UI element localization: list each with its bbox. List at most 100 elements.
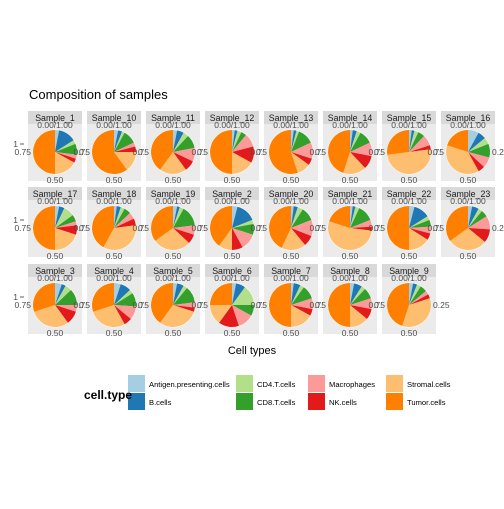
- pie-slice: [114, 152, 136, 170]
- angle-tick-label: 0.00/1.00: [214, 196, 250, 206]
- pie-slice: [468, 216, 491, 230]
- strip-background: [146, 264, 200, 277]
- strip-background: [28, 264, 82, 277]
- angle-tick-label: 0.00/1.00: [391, 120, 427, 130]
- legend-title: cell.type: [84, 388, 133, 402]
- pie-slice: [291, 287, 312, 305]
- pie-slice: [232, 132, 247, 152]
- pie-slice: [445, 206, 468, 241]
- pie-slice: [232, 223, 254, 235]
- facet-panel: Sample_140.00/1.000.250.500.75: [309, 111, 391, 185]
- strip-background: [441, 187, 495, 200]
- angle-tick-label: 0.00/1.00: [332, 120, 368, 130]
- pie-slice: [55, 130, 60, 152]
- strip-label: Sample_5: [153, 266, 193, 276]
- pie-slice: [350, 131, 361, 152]
- pie-slice: [160, 305, 194, 327]
- angle-tick-label: 0.00/1.00: [332, 273, 368, 283]
- strip-label: Sample_19: [151, 189, 196, 199]
- pie-slice: [232, 283, 237, 305]
- pie-slice: [468, 152, 485, 172]
- pie-slice: [409, 228, 431, 240]
- pie-slice: [291, 152, 312, 165]
- strip-label: Sample_20: [269, 189, 314, 199]
- angle-tick-label: 0.00/1.00: [273, 273, 309, 283]
- pie-slice: [160, 152, 186, 175]
- angle-tick-label: 0.00/1.00: [37, 196, 73, 206]
- pie-slice: [33, 130, 55, 174]
- pie-slice: [173, 135, 195, 152]
- legend-label: Antigen.presenting.cells: [149, 380, 230, 389]
- pie-slice: [350, 132, 370, 152]
- pie-slice: [409, 294, 430, 305]
- pie-slice: [232, 283, 245, 305]
- pie-slice: [232, 130, 238, 152]
- pie-slice: [210, 305, 232, 323]
- pie-slice: [92, 130, 127, 174]
- angle-tick-label: 0.50: [165, 328, 182, 338]
- pie-slice: [343, 152, 366, 174]
- legend-label: Tumor.cells: [407, 398, 446, 407]
- pie-slice: [468, 143, 491, 158]
- pie-slice: [232, 129, 235, 152]
- pie-slice: [114, 305, 136, 320]
- pie-slice: [291, 205, 294, 228]
- pie-slice: [55, 284, 66, 305]
- pie-slice: [33, 206, 55, 250]
- strip-label: Sample_6: [212, 266, 252, 276]
- pie-slice: [232, 305, 254, 316]
- facet-panel: Sample_100.00/1.000.250.500.75: [73, 111, 155, 185]
- pie-slice: [291, 152, 309, 173]
- pie-slice: [55, 152, 76, 163]
- pie-slice: [219, 305, 239, 327]
- pie-slice: [173, 283, 184, 305]
- legend-label: CD8.T.cells: [257, 398, 296, 407]
- pie-slice: [173, 228, 194, 244]
- pie-slice: [114, 283, 121, 305]
- angle-tick-label: 0.75: [73, 223, 90, 233]
- pie-slice: [269, 283, 291, 327]
- strip-background: [323, 187, 377, 200]
- pie-slice: [55, 208, 73, 228]
- pie-slice: [409, 205, 415, 228]
- facet-panel: Sample_50.00/1.000.250.500.75: [132, 264, 214, 338]
- legend-swatch: [308, 375, 325, 392]
- pie-slice: [232, 130, 242, 152]
- strip-background: [382, 187, 436, 200]
- pie-slice: [173, 285, 188, 305]
- pie-slice: [350, 142, 373, 157]
- angle-tick-label: 0.00/1.00: [155, 120, 191, 130]
- pie-slice: [55, 130, 74, 152]
- angle-tick-label: 0.75: [309, 300, 326, 310]
- pie-slice: [114, 131, 125, 152]
- pie-slice: [55, 285, 72, 305]
- pie-slice: [173, 130, 184, 152]
- pie-slice: [350, 219, 372, 228]
- pie-slice: [55, 206, 65, 228]
- pie-slice: [387, 283, 409, 326]
- pie-slice: [173, 206, 178, 228]
- facet-panel: Sample_170.00/1.000.250.500.75: [14, 187, 96, 261]
- pie-slice: [409, 226, 432, 234]
- angle-tick-label: 0.75: [250, 223, 267, 233]
- pie-slice: [232, 135, 254, 152]
- pie-slice: [468, 208, 483, 228]
- pie-slice: [173, 132, 189, 152]
- pie-slice: [409, 130, 419, 152]
- pie-slice: [173, 302, 196, 308]
- angle-tick-label: 0.50: [106, 328, 123, 338]
- pie-slice: [103, 225, 137, 251]
- facet-panel: Sample_60.00/1.000.250.500.75: [191, 264, 273, 338]
- angle-tick-label: 0.75: [14, 223, 31, 233]
- angle-tick-label: 0.75: [132, 300, 149, 310]
- strip-label: Sample_8: [330, 266, 370, 276]
- pie-slice: [55, 305, 76, 323]
- pie-slice: [350, 129, 353, 152]
- pie-slice: [114, 130, 123, 152]
- strip-label: Sample_16: [446, 113, 491, 123]
- legend-label: Stromal.cells: [407, 380, 451, 389]
- pie-slice: [446, 145, 479, 175]
- angle-tick-label: 0.50: [165, 175, 182, 185]
- angle-tick-label: 0.75: [427, 147, 444, 157]
